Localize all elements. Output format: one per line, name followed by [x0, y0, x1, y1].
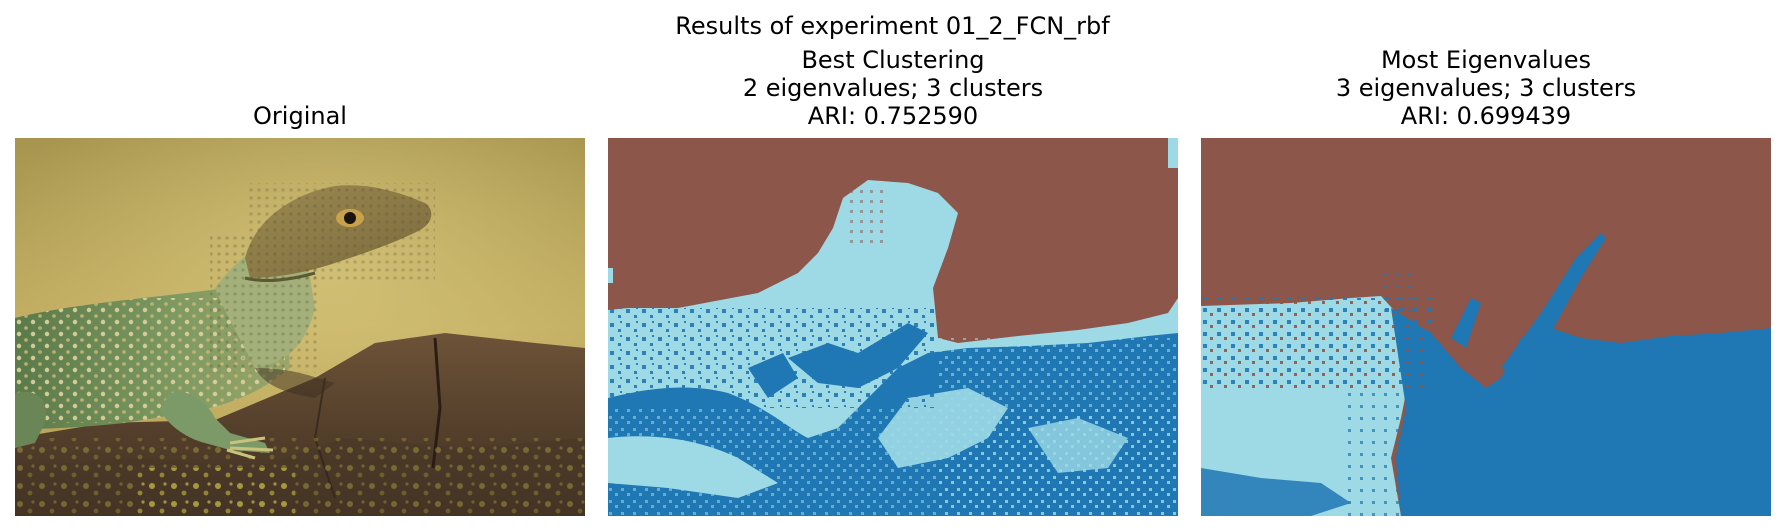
panel-title-original: Original — [253, 102, 347, 130]
original-image — [15, 138, 585, 516]
panel-original: Original — [15, 0, 585, 532]
panel-best-clustering: Best Clustering 2 eigenvalues; 3 cluster… — [608, 0, 1178, 532]
panel-title-best-line3: ARI: 0.752590 — [807, 102, 979, 130]
panel-title-most-line1: Most Eigenvalues — [1380, 46, 1592, 74]
panel-title-best-line1: Best Clustering — [801, 46, 985, 74]
panel-title-most-line3: ARI: 0.699439 — [1400, 102, 1572, 130]
most-eigenvalues-segmentation — [1201, 138, 1771, 516]
figure-suptitle: Results of experiment 01_2_FCN_rbf — [675, 12, 1110, 40]
panel-title-best-line2: 2 eigenvalues; 3 clusters — [742, 74, 1044, 102]
best-clustering-segmentation — [608, 138, 1178, 516]
panel-title-most-line2: 3 eigenvalues; 3 clusters — [1335, 74, 1637, 102]
panel-most-eigenvalues: Most Eigenvalues 3 eigenvalues; 3 cluste… — [1201, 0, 1771, 532]
